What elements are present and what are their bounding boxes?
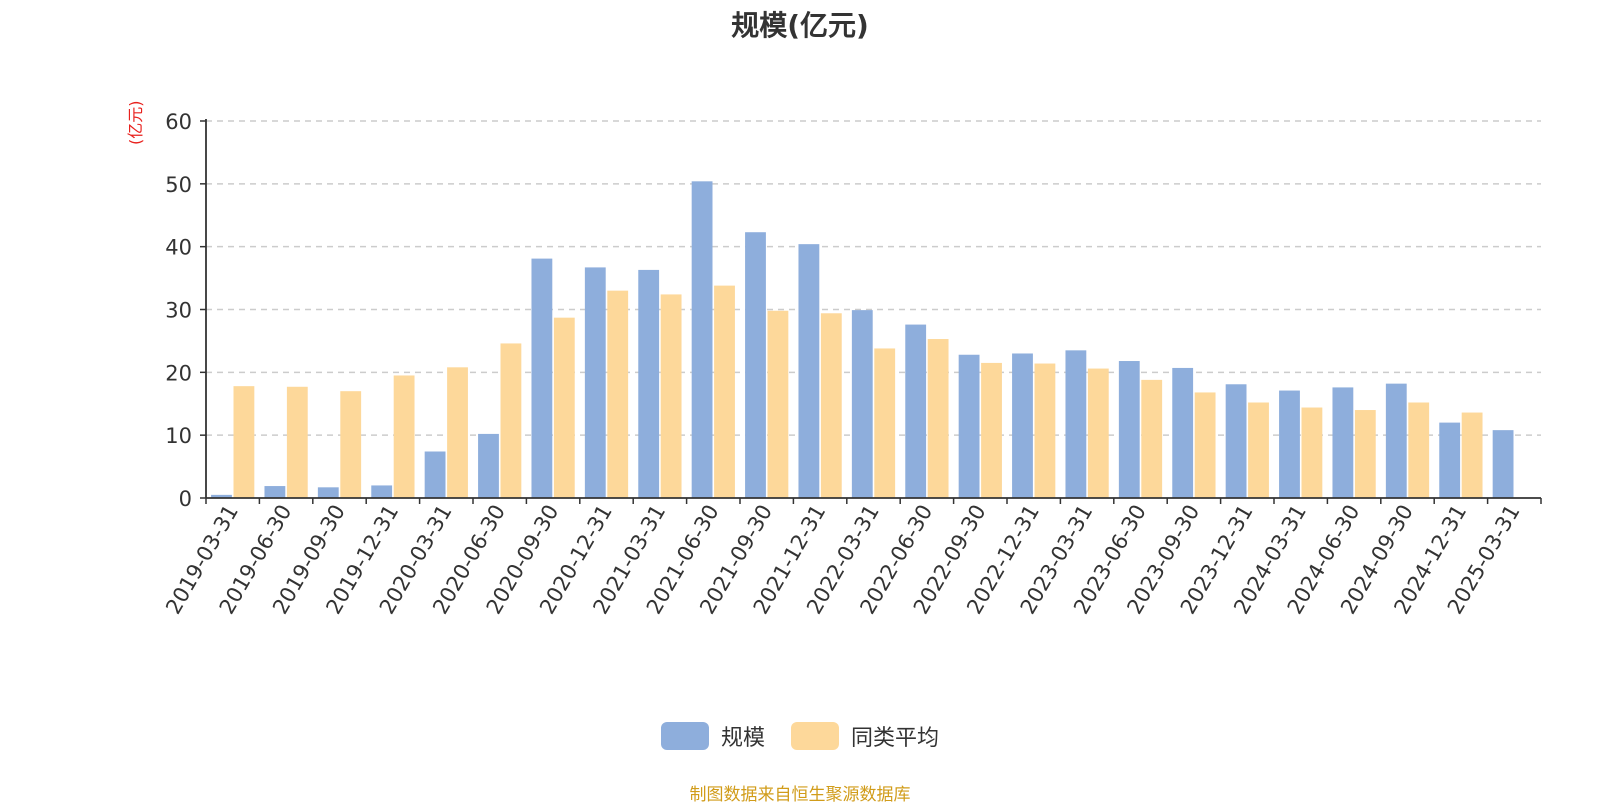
bar-scale <box>958 354 980 498</box>
y-tick-label: 40 <box>165 236 192 260</box>
bar-peer-average <box>1141 379 1163 498</box>
bar-peer-average <box>553 317 575 498</box>
bar-peer-average <box>233 386 255 498</box>
bar-scale <box>371 485 393 498</box>
bar-peer-average <box>607 290 629 498</box>
bar-scale <box>1279 390 1300 498</box>
bar-scale <box>905 324 927 498</box>
bar-peer-average <box>1194 392 1216 498</box>
bar-peer-average <box>1248 402 1269 498</box>
y-tick-label: 30 <box>165 299 192 323</box>
bar-scale <box>1065 350 1087 498</box>
bar-scale <box>1118 361 1140 498</box>
bar-peer-average <box>1034 363 1056 498</box>
bar-peer-average <box>1301 407 1323 498</box>
bar-peer-average <box>981 362 1002 498</box>
bar-peer-average <box>660 294 682 498</box>
bar-scale <box>1492 430 1514 498</box>
bar-peer-average <box>767 310 789 498</box>
bar-scale <box>1225 384 1247 498</box>
bar-peer-average <box>500 343 522 498</box>
y-tick-label: 20 <box>165 361 192 385</box>
bar-peer-average <box>340 391 362 498</box>
legend-swatch-peer-average <box>791 722 839 750</box>
bar-peer-average <box>714 285 735 498</box>
bar-scale <box>211 494 232 498</box>
bar-scale <box>1385 383 1407 498</box>
y-tick-label: 50 <box>165 173 192 197</box>
legend-item-peer-average[interactable]: 同类平均 <box>791 720 939 752</box>
bar-peer-average <box>820 313 842 498</box>
bar-peer-average <box>1087 368 1109 498</box>
bar-peer-average <box>1408 402 1430 498</box>
bar-scale <box>264 486 286 498</box>
bar-peer-average <box>447 367 468 498</box>
legend-item-scale[interactable]: 规模 <box>660 720 765 752</box>
bar-chart: 01020304050602019-03-312019-06-302019-09… <box>161 110 1542 618</box>
bar-scale <box>1332 387 1354 498</box>
bar-scale <box>584 267 606 498</box>
data-source-note: 制图数据来自恒生聚源数据库 <box>689 785 911 805</box>
bar-peer-average <box>927 339 949 498</box>
legend-label-peer-average: 同类平均 <box>851 726 940 751</box>
legend-label-scale: 规模 <box>720 726 765 751</box>
bar-scale <box>745 232 766 498</box>
y-tick-label: 60 <box>165 110 192 134</box>
bar-scale <box>1439 422 1461 498</box>
bar-scale <box>1172 367 1194 498</box>
bar-scale <box>798 244 820 498</box>
bar-scale <box>691 181 713 498</box>
chart-title: 规模(亿元) <box>731 9 869 42</box>
legend-swatch-scale <box>660 722 709 750</box>
bar-scale <box>638 269 660 498</box>
bar-peer-average <box>874 348 896 498</box>
y-tick-label: 10 <box>165 424 192 448</box>
bar-scale <box>531 258 553 498</box>
legend: 规模 同类平均 <box>0 720 1600 752</box>
bar-scale <box>851 310 873 498</box>
bar-peer-average <box>1461 412 1483 498</box>
bar-peer-average <box>286 386 308 498</box>
bar-scale <box>478 433 499 498</box>
bar-scale <box>424 451 446 498</box>
bar-scale <box>1012 353 1033 498</box>
bar-peer-average <box>1354 410 1376 498</box>
y-tick-label: 0 <box>179 487 192 511</box>
bar-scale <box>317 487 339 498</box>
bar-peer-average <box>393 375 415 498</box>
